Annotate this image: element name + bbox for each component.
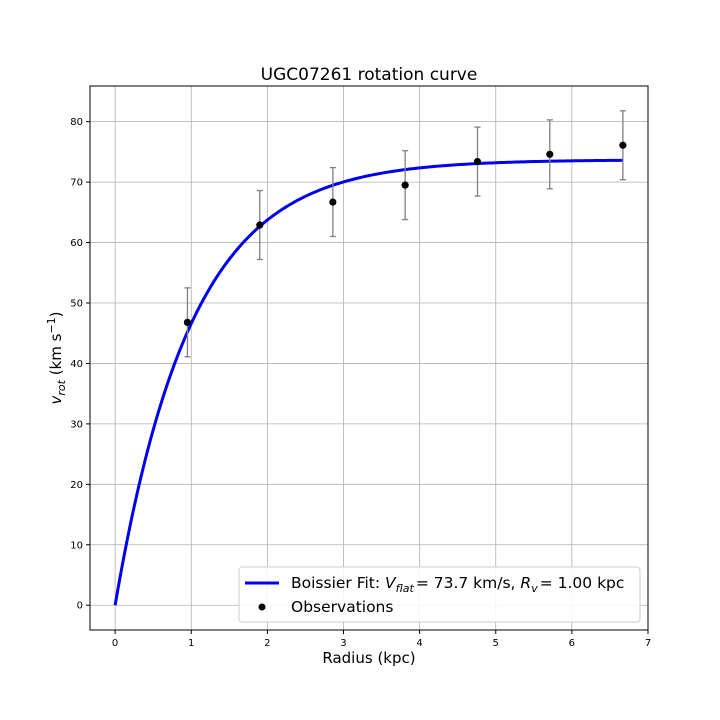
legend-observations-marker — [258, 603, 266, 611]
y-axis-ticks: 0 10 20 30 40 50 60 70 80 — [70, 117, 90, 612]
y-tick-label: 10 — [70, 540, 83, 551]
legend-observations-label: Observations — [291, 598, 393, 616]
y-tick-label: 20 — [70, 480, 83, 491]
x-axis-label: Radius (kpc) — [322, 649, 415, 667]
legend-fit-rv-var: R — [520, 574, 531, 592]
legend-fit-vflat-var: V — [385, 574, 397, 592]
observation-point — [183, 318, 192, 326]
observation-point — [329, 198, 337, 206]
observation-point — [546, 150, 554, 158]
y-axis-label-close: ) — [47, 311, 65, 317]
x-tick-label: 0 — [112, 638, 118, 649]
plot-frame — [89, 85, 649, 631]
y-tick-label: 70 — [70, 178, 83, 189]
x-axis-ticks: 0 1 2 3 4 5 6 7 — [112, 630, 651, 649]
y-tick-label: 50 — [70, 298, 83, 309]
x-tick-label: 2 — [264, 638, 270, 649]
x-tick-label: 7 — [645, 638, 651, 649]
x-tick-label: 6 — [569, 638, 575, 649]
y-tick-label: 60 — [70, 238, 83, 249]
legend-fit-label: Boissier Fit: Vflat = 73.7 km/s, Rv = 1.00… — [291, 574, 624, 595]
legend-fit-rv-sub: v — [531, 582, 538, 595]
y-axis-label: vrot (km s−1) — [45, 311, 68, 404]
legend-fit-vflat-val: = 73.7 km/s, — [416, 574, 521, 592]
legend-fit-vflat-sub: flat — [396, 582, 415, 595]
legend: Boissier Fit: Vflat = 73.7 km/s, Rv = 1.00… — [238, 566, 641, 623]
x-tick-label: 5 — [493, 638, 499, 649]
legend-fit-prefix: Boissier Fit: — [291, 574, 385, 592]
legend-fit-rv-val: = 1.00 kpc — [540, 574, 625, 592]
y-tick-label: 0 — [77, 601, 83, 612]
fit-layer — [113, 158, 623, 606]
x-tick-label: 1 — [188, 638, 194, 649]
observations-layer — [183, 110, 627, 358]
x-tick-label: 4 — [416, 638, 422, 649]
observation-point — [256, 221, 264, 229]
fit-curve-line — [113, 158, 623, 606]
observation-point — [401, 181, 409, 189]
y-tick-label: 80 — [70, 117, 83, 128]
y-tick-label: 40 — [70, 359, 83, 370]
observation-point — [619, 141, 627, 149]
y-axis-label-unit: (km s — [47, 333, 65, 380]
legend-box — [238, 566, 641, 623]
y-axis-label-sub: rot — [55, 379, 68, 395]
chart-title: UGC07261 rotation curve — [261, 65, 478, 85]
y-axis-label-sup: −1 — [45, 317, 58, 333]
x-tick-label: 3 — [340, 638, 346, 649]
observation-point — [473, 157, 482, 166]
y-axis-label-var: v — [47, 395, 65, 405]
y-tick-label: 30 — [70, 419, 83, 430]
